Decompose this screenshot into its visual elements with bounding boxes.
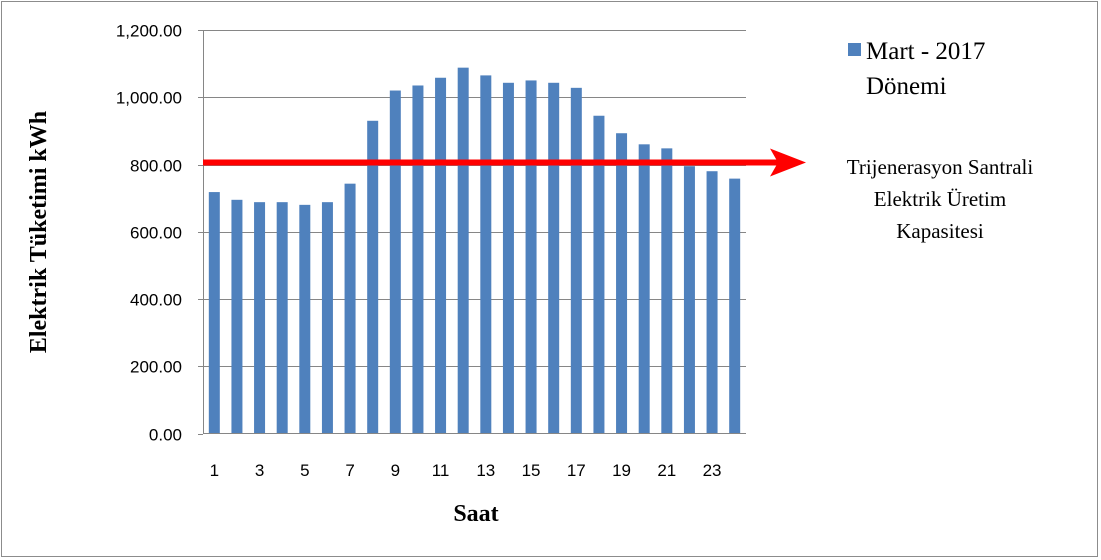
legend: Mart - 2017 Dönemi <box>848 38 985 100</box>
bar-hour-17 <box>570 87 582 434</box>
bar-hour-22 <box>683 166 695 434</box>
x-tick-label: 7 <box>345 461 354 480</box>
bars <box>208 67 741 434</box>
bar-hour-15 <box>525 80 537 434</box>
bar-hour-9 <box>389 90 401 434</box>
capacity-annotation: Trijenerasyon Santrali Elektrik Üretim K… <box>847 155 1034 243</box>
y-tick-label: 200.00 <box>130 358 182 377</box>
axes <box>203 30 746 434</box>
x-tick-label: 15 <box>522 461 541 480</box>
x-tick-label: 19 <box>612 461 631 480</box>
legend-label-line2: Dönemi <box>866 73 947 100</box>
x-tick-label: 5 <box>300 461 309 480</box>
capacity-label-line1: Trijenerasyon Santrali <box>847 155 1034 179</box>
bar-hour-20 <box>638 144 650 434</box>
bar-hour-14 <box>502 82 514 434</box>
x-tick-label: 21 <box>657 461 676 480</box>
bar-hour-5 <box>299 204 311 434</box>
y-tick-label: 0.00 <box>149 426 182 445</box>
bar-hour-23 <box>706 171 718 434</box>
x-tick-label: 17 <box>567 461 586 480</box>
y-tick-label: 1,200.00 <box>116 22 182 41</box>
bar-hour-13 <box>480 75 492 434</box>
bar-hour-7 <box>344 183 356 434</box>
x-tick-label: 23 <box>703 461 722 480</box>
x-tick-label: 3 <box>255 461 264 480</box>
bar-hour-3 <box>254 202 266 434</box>
capacity-label-line3: Kapasitesi <box>896 219 984 243</box>
x-tick-label: 11 <box>432 461 450 480</box>
bar-hour-21 <box>661 148 673 434</box>
capacity-label-line2: Elektrik Üretim <box>874 187 1006 211</box>
bar-hour-16 <box>548 82 560 434</box>
bar-hour-4 <box>276 202 288 434</box>
capacity-arrow-head <box>770 148 806 177</box>
bar-hour-19 <box>616 133 628 434</box>
y-axis-title: Elektrik Tüketimi kWh <box>26 111 52 353</box>
bar-hour-2 <box>231 199 243 434</box>
x-tick-labels: 1 3 5 7 9 11 13 15 17 19 21 23 <box>210 461 722 480</box>
y-tick-label: 600.00 <box>130 224 182 243</box>
y-tick-label: 1,000.00 <box>116 89 182 108</box>
legend-swatch <box>848 43 861 56</box>
bar-hour-11 <box>435 77 447 434</box>
x-tick-label: 13 <box>476 461 495 480</box>
capacity-reference-line <box>203 148 806 177</box>
y-tick-label: 800.00 <box>130 157 182 176</box>
x-axis-title: Saat <box>453 501 498 527</box>
x-tick-label: 1 <box>210 461 219 480</box>
y-tick-labels: 0.00 200.00 400.00 600.00 800.00 1,000.00 1,20… <box>116 22 182 445</box>
x-tick-label: 9 <box>391 461 400 480</box>
bar-hour-10 <box>412 85 424 434</box>
bar-hour-6 <box>321 202 333 434</box>
bar-hour-8 <box>367 120 379 434</box>
bar-hour-12 <box>457 67 469 434</box>
bar-hour-1 <box>208 192 220 434</box>
bar-hour-18 <box>593 115 605 434</box>
bar-hour-24 <box>729 178 741 434</box>
legend-label-line1: Mart - 2017 <box>866 38 985 65</box>
y-tick-label: 400.00 <box>130 291 182 310</box>
